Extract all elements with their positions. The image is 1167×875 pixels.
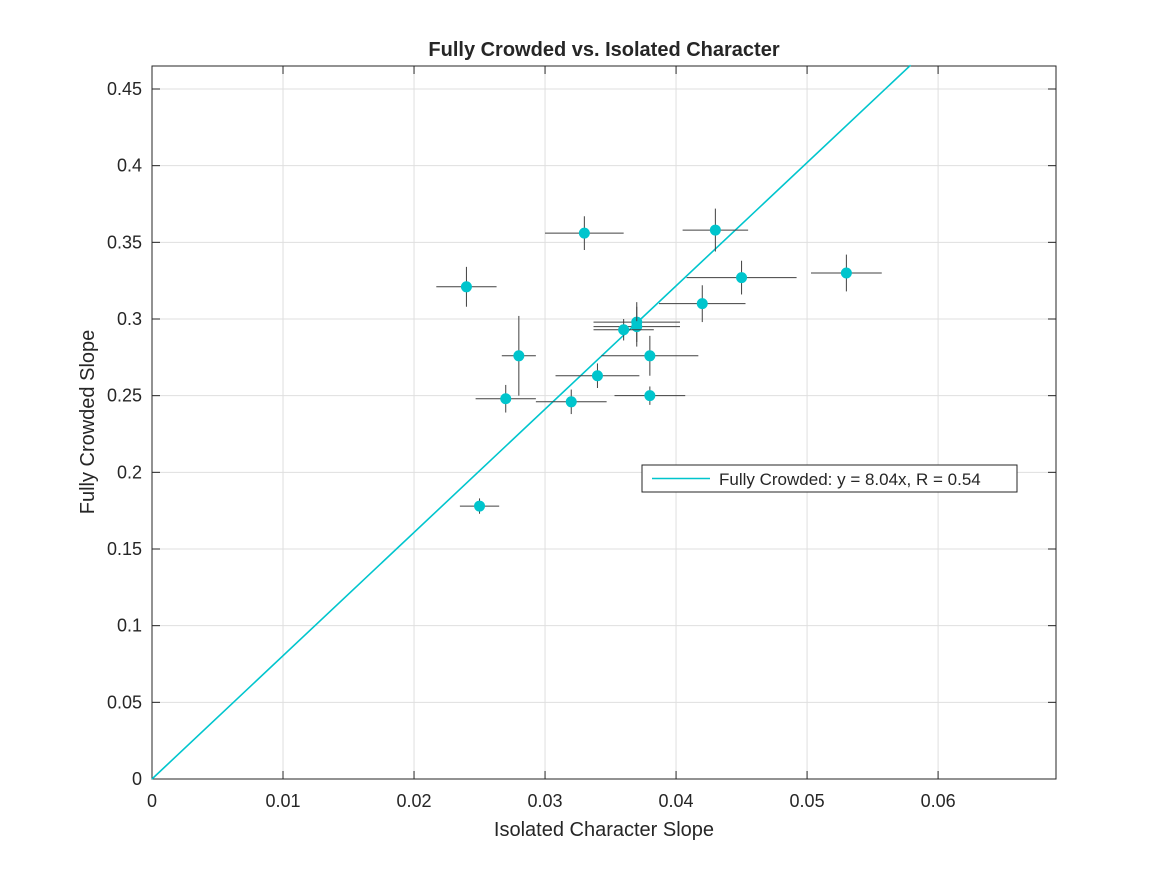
data-point-group [501,315,536,396]
data-point-group [545,216,624,250]
legend: Fully Crowded: y = 8.04x, R = 0.54 [641,464,1018,493]
data-point-group [659,285,746,323]
chart-title: Fully Crowded vs. Isolated Character [428,39,779,61]
y-tick-label: 0.4 [117,156,142,176]
data-point-group [436,266,497,307]
legend-label: Fully Crowded: y = 8.04x, R = 0.54 [719,470,981,489]
y-tick-label: 0.35 [107,232,142,252]
y-tick-label: 0 [132,769,142,789]
data-point [500,393,512,405]
data-point [591,370,603,382]
x-tick-label: 0.06 [921,791,956,811]
y-tick-label: 0.15 [107,539,142,559]
data-point [474,500,486,512]
axes-frame [151,65,1057,780]
data-point-group [601,335,699,376]
data-point [644,350,656,362]
data-point-group [593,319,654,341]
grid-layer [152,66,1056,779]
data-point [696,298,708,310]
data-point [736,272,748,284]
x-tick-label: 0.05 [790,791,825,811]
data-point-group [682,208,749,252]
data-point-group [475,384,536,413]
y-tick-label: 0.45 [107,79,142,99]
data-point-group [593,306,680,347]
x-tick-label: 0.02 [397,791,432,811]
y-axis-label: Fully Crowded Slope [77,330,99,515]
data-point [709,224,721,236]
y-tick-label: 0.3 [117,309,142,329]
data-layer [151,64,912,780]
x-tick-label: 0.04 [659,791,694,811]
data-point [840,267,852,279]
data-point [513,350,525,362]
x-tick-label: 0 [147,791,157,811]
fit-line [151,64,912,780]
data-point-group [686,260,797,295]
data-point-group [555,363,640,388]
data-point [565,396,577,408]
ticks-layer: 0 0.01 0.02 0.03 0.04 0.05 0.06 0 0.05 0.1 0.15 0.2… [107,66,1056,811]
data-point-group [459,498,500,514]
data-point [644,390,656,402]
data-point-group [535,389,607,415]
x-tick-label: 0.01 [265,791,300,811]
y-tick-label: 0.1 [117,616,142,636]
data-point [618,324,630,336]
data-point [631,321,643,333]
data-point-group [811,254,882,292]
data-point [460,281,472,293]
data-point-group [614,386,686,405]
y-tick-label: 0.05 [107,692,142,712]
x-axis-label: Isolated Character Slope [494,819,714,841]
axes-box [151,65,1057,780]
y-tick-label: 0.25 [107,386,142,406]
x-tick-label: 0.03 [528,791,563,811]
y-tick-label: 0.2 [117,462,142,482]
data-point [578,227,590,239]
